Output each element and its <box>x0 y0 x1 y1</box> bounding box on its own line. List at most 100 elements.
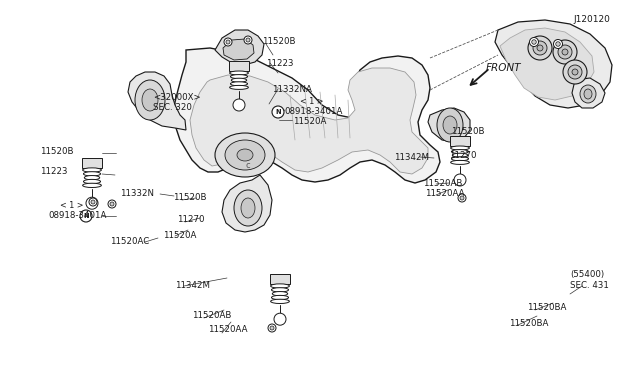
Circle shape <box>244 36 252 44</box>
Ellipse shape <box>225 140 265 170</box>
Text: <32000X>: <32000X> <box>153 93 200 102</box>
Circle shape <box>274 313 286 325</box>
Text: 11520AB: 11520AB <box>192 311 232 320</box>
Ellipse shape <box>234 190 262 226</box>
Ellipse shape <box>84 176 100 180</box>
Ellipse shape <box>452 153 468 157</box>
Circle shape <box>562 49 568 55</box>
Ellipse shape <box>241 198 255 218</box>
Circle shape <box>553 40 577 64</box>
Circle shape <box>537 45 543 51</box>
Circle shape <box>233 99 245 111</box>
Polygon shape <box>215 30 264 65</box>
Circle shape <box>91 200 95 204</box>
Text: 11520A: 11520A <box>293 116 326 125</box>
Text: (55400): (55400) <box>570 269 604 279</box>
Ellipse shape <box>451 157 468 161</box>
Text: 11520AA: 11520AA <box>425 189 465 199</box>
Text: 11270: 11270 <box>177 215 205 224</box>
Bar <box>82 158 102 168</box>
Text: c: c <box>246 160 250 170</box>
Text: < 1 >: < 1 > <box>300 96 323 106</box>
Polygon shape <box>190 68 428 174</box>
Circle shape <box>563 60 587 84</box>
Bar <box>270 274 290 284</box>
Ellipse shape <box>271 284 289 288</box>
Circle shape <box>454 174 466 186</box>
Text: SEC. 320: SEC. 320 <box>153 103 192 112</box>
Ellipse shape <box>135 80 165 120</box>
Circle shape <box>554 39 563 48</box>
Circle shape <box>226 40 230 44</box>
Text: J120120: J120120 <box>573 16 610 25</box>
Text: 11520B: 11520B <box>40 147 74 155</box>
Ellipse shape <box>451 146 469 150</box>
Circle shape <box>272 106 284 118</box>
Text: 11520B: 11520B <box>262 38 296 46</box>
Ellipse shape <box>83 168 101 172</box>
Circle shape <box>458 194 466 202</box>
Polygon shape <box>128 72 186 130</box>
Ellipse shape <box>271 288 289 292</box>
Circle shape <box>224 38 232 46</box>
Circle shape <box>268 324 276 332</box>
Circle shape <box>110 202 114 206</box>
Ellipse shape <box>230 71 248 75</box>
Ellipse shape <box>451 160 469 164</box>
Text: 11520B: 11520B <box>173 193 207 202</box>
Text: < 1 >: < 1 > <box>60 201 83 209</box>
Text: 11332NA: 11332NA <box>272 84 312 93</box>
Ellipse shape <box>437 108 463 142</box>
Text: 11520AC: 11520AC <box>110 237 149 247</box>
Text: 11520AB: 11520AB <box>423 179 462 187</box>
Text: 11332N: 11332N <box>120 189 154 199</box>
Circle shape <box>533 41 547 55</box>
Bar <box>450 136 470 146</box>
Text: SEC. 431: SEC. 431 <box>570 280 609 289</box>
Circle shape <box>532 40 536 44</box>
Circle shape <box>529 38 538 46</box>
Polygon shape <box>222 175 272 232</box>
Ellipse shape <box>237 149 253 161</box>
Text: 11520AA: 11520AA <box>208 326 248 334</box>
Ellipse shape <box>271 295 289 300</box>
Ellipse shape <box>230 86 248 89</box>
Text: 11342M: 11342M <box>394 153 429 161</box>
Circle shape <box>80 210 92 222</box>
Circle shape <box>86 197 98 209</box>
Circle shape <box>89 198 97 206</box>
Ellipse shape <box>580 85 596 103</box>
Polygon shape <box>223 39 254 60</box>
Ellipse shape <box>231 78 246 82</box>
Polygon shape <box>572 78 605 108</box>
Polygon shape <box>495 20 612 108</box>
Ellipse shape <box>230 75 248 78</box>
Ellipse shape <box>142 89 158 111</box>
Polygon shape <box>174 48 440 183</box>
Ellipse shape <box>272 292 288 296</box>
Circle shape <box>460 196 464 200</box>
Circle shape <box>246 38 250 42</box>
Text: 11520BA: 11520BA <box>509 318 548 327</box>
Text: N: N <box>275 109 281 115</box>
Polygon shape <box>428 108 470 142</box>
Ellipse shape <box>451 150 468 154</box>
Bar <box>229 61 249 71</box>
Polygon shape <box>500 28 594 100</box>
Circle shape <box>556 42 560 46</box>
Text: N: N <box>83 213 89 219</box>
Text: 11520A: 11520A <box>163 231 196 241</box>
Text: 11520BA: 11520BA <box>527 304 566 312</box>
Text: 11270: 11270 <box>449 151 477 160</box>
Circle shape <box>558 45 572 59</box>
Text: 08918-3401A: 08918-3401A <box>284 106 342 115</box>
Ellipse shape <box>584 89 592 99</box>
Ellipse shape <box>83 183 101 187</box>
Text: 11223: 11223 <box>266 58 294 67</box>
Text: 11342M: 11342M <box>175 280 210 289</box>
Circle shape <box>528 36 552 60</box>
Ellipse shape <box>83 179 100 184</box>
Ellipse shape <box>83 172 100 176</box>
Text: FRONT: FRONT <box>486 63 522 73</box>
Text: 08918-3401A: 08918-3401A <box>48 211 106 219</box>
